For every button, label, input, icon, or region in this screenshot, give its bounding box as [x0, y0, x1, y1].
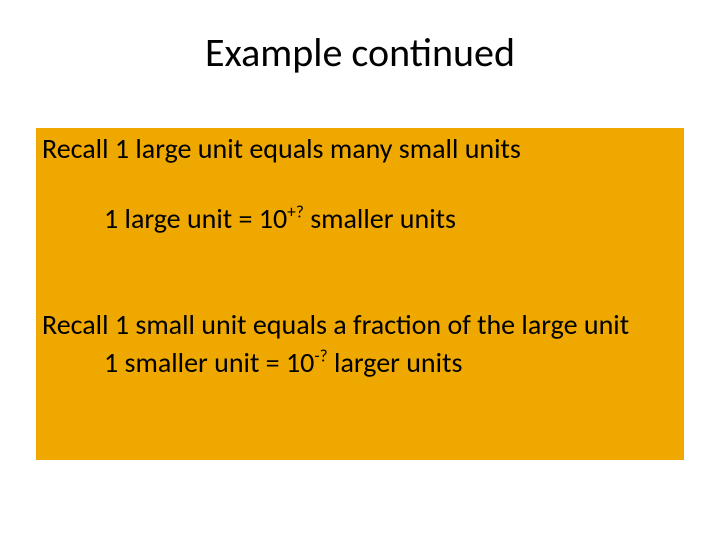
slide-title: Example continued — [0, 28, 720, 77]
slide: Example continued Recall 1 large unit eq… — [0, 0, 720, 540]
eq2-superscript: -? — [314, 345, 327, 367]
spacer — [36, 166, 684, 202]
recall-line-2: Recall 1 small unit equals a fraction of… — [36, 308, 684, 342]
eq2-post: larger units — [328, 345, 463, 380]
eq1-post: smaller units — [304, 201, 456, 236]
equation-2: 1 smaller unit = 10-? larger units — [36, 346, 684, 380]
spacer — [36, 236, 684, 272]
equation-1: 1 large unit = 10+? smaller units — [36, 202, 684, 236]
eq1-pre: 1 large unit = 10 — [104, 201, 287, 236]
eq1-superscript: +? — [287, 201, 304, 223]
eq2-pre: 1 smaller unit = 10 — [104, 345, 314, 380]
spacer — [36, 272, 684, 308]
recall-line-1: Recall 1 large unit equals many small un… — [36, 132, 684, 166]
content-box: Recall 1 large unit equals many small un… — [36, 128, 684, 460]
